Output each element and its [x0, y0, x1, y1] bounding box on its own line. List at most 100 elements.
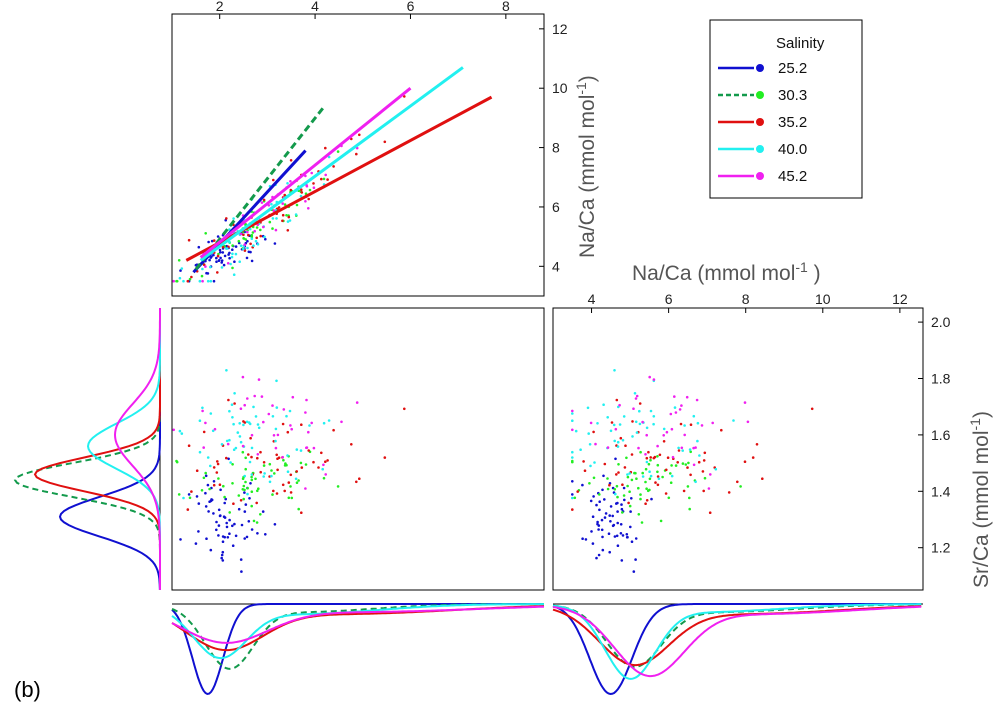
tick-label: 4	[588, 291, 596, 307]
data-point	[262, 420, 265, 424]
data-point	[631, 435, 634, 438]
data-point	[272, 434, 276, 437]
data-point	[246, 486, 249, 490]
data-point	[589, 421, 593, 425]
data-point	[614, 492, 617, 496]
data-point	[645, 426, 649, 430]
data-point	[295, 470, 299, 473]
data-point	[603, 516, 607, 519]
data-point	[673, 395, 676, 398]
data-point	[212, 480, 216, 483]
data-point	[615, 398, 619, 402]
data-point	[274, 228, 278, 232]
data-point	[590, 530, 593, 533]
data-point	[304, 487, 307, 490]
data-point	[290, 496, 294, 500]
legend-label: 25.2	[778, 60, 807, 77]
data-point	[656, 475, 660, 478]
data-point	[696, 439, 699, 443]
data-point	[707, 487, 711, 490]
tick-label: 1.2	[931, 540, 951, 556]
data-point	[720, 428, 723, 432]
data-point	[652, 422, 655, 426]
data-point	[289, 188, 293, 192]
tick-label: 2.0	[931, 314, 951, 330]
data-point	[616, 510, 619, 513]
data-point	[633, 471, 636, 475]
data-point	[595, 556, 598, 560]
data-point	[211, 429, 215, 433]
data-point	[669, 481, 673, 485]
tick-label: 8	[552, 140, 560, 156]
data-point	[225, 456, 228, 460]
data-point	[358, 477, 361, 481]
data-point	[641, 420, 644, 424]
data-point	[221, 251, 225, 254]
data-point	[305, 446, 309, 449]
data-point	[227, 253, 230, 256]
data-point	[179, 269, 182, 272]
data-point	[243, 243, 246, 246]
tick-label: 1.8	[931, 371, 951, 387]
data-point	[598, 508, 601, 512]
data-point	[648, 470, 651, 474]
data-point	[612, 423, 616, 427]
data-point	[260, 201, 264, 204]
data-point	[242, 420, 245, 423]
data-point	[248, 497, 251, 500]
data-point	[639, 497, 642, 501]
bottom-right-x-ticks: 4 6 8 10 12	[588, 291, 908, 313]
data-point	[207, 240, 210, 244]
data-point	[204, 491, 207, 495]
data-point	[220, 259, 224, 262]
data-point	[602, 403, 605, 407]
data-point	[594, 442, 597, 446]
data-point	[297, 479, 300, 482]
data-point	[273, 472, 276, 475]
data-point	[220, 261, 223, 264]
data-point	[709, 473, 712, 476]
data-point	[674, 464, 678, 467]
data-point	[615, 473, 618, 476]
data-point	[245, 420, 249, 424]
data-point	[218, 514, 222, 518]
density-curve	[171, 603, 544, 696]
data-point	[621, 511, 624, 514]
data-point	[286, 229, 290, 232]
data-point	[625, 533, 629, 536]
data-point	[276, 433, 280, 437]
data-point	[242, 423, 245, 427]
data-point	[617, 471, 620, 474]
data-point	[201, 409, 204, 413]
data-point	[626, 484, 629, 488]
data-point	[336, 485, 340, 488]
data-point	[625, 456, 628, 460]
data-point	[656, 483, 660, 487]
data-point	[326, 178, 329, 181]
data-point	[232, 273, 236, 277]
data-point	[233, 392, 236, 395]
data-point	[226, 442, 230, 446]
data-point	[234, 252, 238, 256]
data-point	[286, 220, 290, 223]
data-point	[326, 459, 329, 462]
data-point	[689, 473, 692, 477]
data-point	[263, 472, 266, 475]
tick-label: 10	[815, 291, 831, 307]
data-point	[256, 453, 260, 456]
data-point	[271, 217, 275, 220]
data-point	[231, 416, 234, 419]
data-point	[281, 219, 284, 223]
data-point	[231, 544, 235, 547]
data-point	[239, 244, 243, 247]
data-point	[246, 239, 249, 243]
data-point	[307, 197, 311, 201]
data-point	[194, 542, 198, 545]
data-point	[630, 453, 634, 456]
data-point	[603, 498, 606, 501]
data-point	[236, 431, 240, 434]
data-point	[231, 244, 234, 247]
data-point	[198, 450, 202, 454]
data-point	[591, 515, 595, 518]
